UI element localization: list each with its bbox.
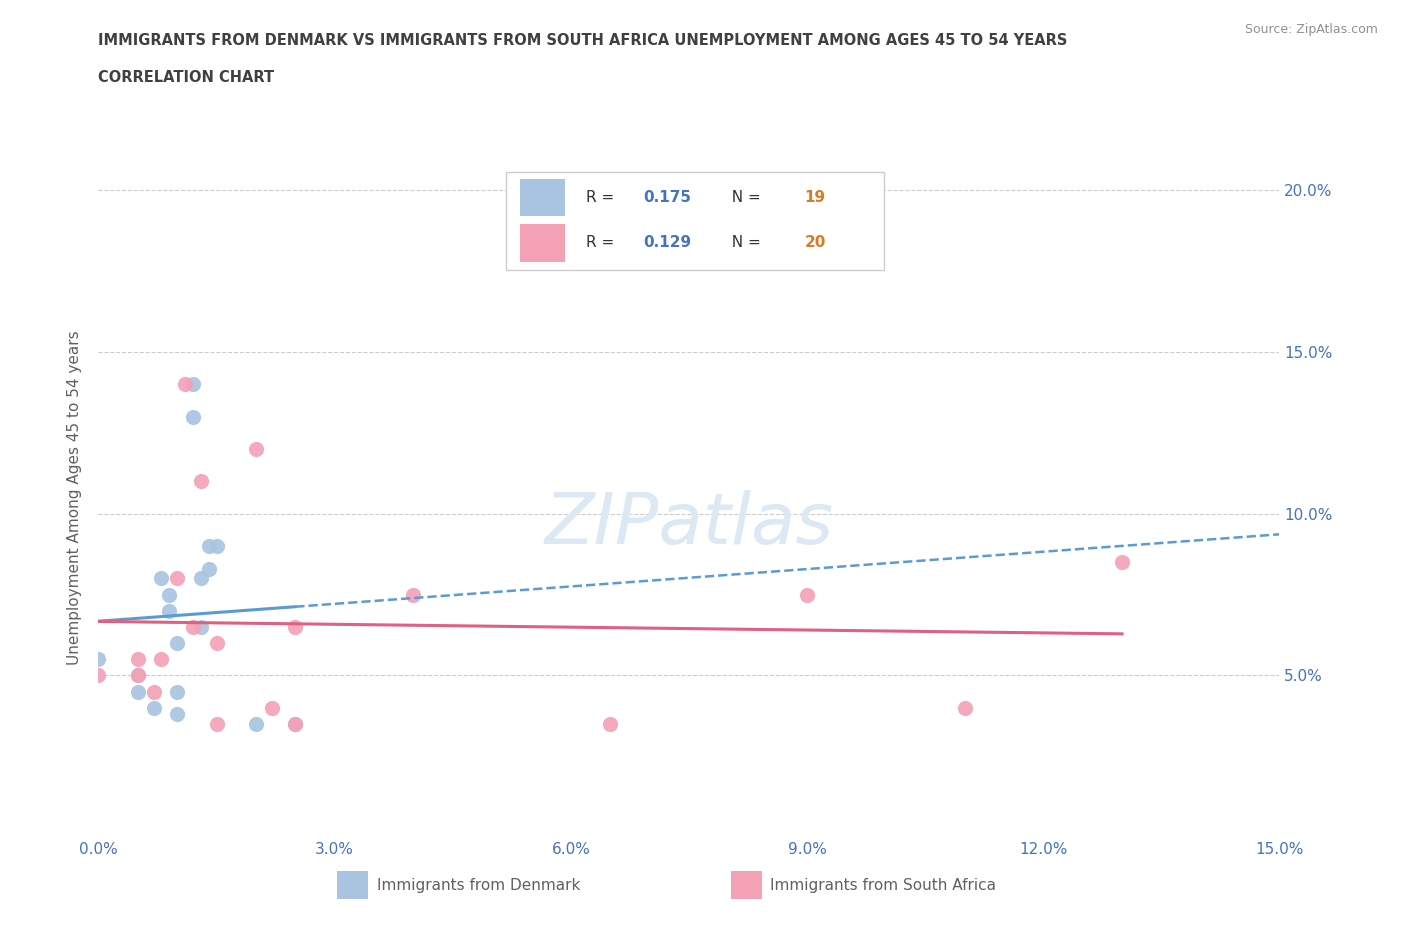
Point: [127, 652, 149, 667]
Text: N =: N =: [723, 235, 766, 250]
Point: [157, 604, 180, 618]
Text: IMMIGRANTS FROM DENMARK VS IMMIGRANTS FROM SOUTH AFRICA UNEMPLOYMENT AMONG AGES : IMMIGRANTS FROM DENMARK VS IMMIGRANTS FR…: [98, 33, 1067, 47]
Text: R =: R =: [586, 190, 619, 205]
Point: [284, 716, 307, 731]
Point: [127, 668, 149, 683]
Point: [599, 716, 621, 731]
Point: [205, 716, 228, 731]
Text: ZIPatlas: ZIPatlas: [544, 490, 834, 559]
Text: CORRELATION CHART: CORRELATION CHART: [98, 70, 274, 85]
Point: [157, 587, 180, 602]
Point: [197, 538, 219, 553]
Point: [402, 587, 425, 602]
Text: Immigrants from South Africa: Immigrants from South Africa: [770, 878, 997, 893]
Bar: [520, 179, 565, 216]
Point: [166, 635, 188, 650]
Point: [127, 668, 149, 683]
Point: [205, 635, 228, 650]
Y-axis label: Unemployment Among Ages 45 to 54 years: Unemployment Among Ages 45 to 54 years: [67, 330, 83, 665]
Point: [150, 652, 173, 667]
Point: [127, 684, 149, 699]
Text: N =: N =: [723, 190, 766, 205]
Point: [190, 474, 212, 489]
Point: [181, 619, 204, 634]
Text: Immigrants from Denmark: Immigrants from Denmark: [377, 878, 581, 893]
Point: [245, 442, 267, 457]
Point: [166, 684, 188, 699]
Point: [166, 571, 188, 586]
Text: 0.175: 0.175: [643, 190, 690, 205]
Point: [150, 571, 173, 586]
Point: [190, 619, 212, 634]
Point: [142, 700, 165, 715]
Point: [284, 716, 307, 731]
Point: [166, 707, 188, 722]
Point: [181, 409, 204, 424]
Point: [181, 377, 204, 392]
Point: [205, 538, 228, 553]
Text: 20: 20: [804, 235, 827, 250]
Point: [284, 619, 307, 634]
Bar: [337, 871, 368, 899]
Text: 0.129: 0.129: [643, 235, 690, 250]
Bar: [506, 172, 884, 270]
Point: [174, 377, 197, 392]
Point: [87, 652, 110, 667]
Point: [190, 571, 212, 586]
Point: [142, 684, 165, 699]
Point: [953, 700, 976, 715]
Point: [796, 587, 818, 602]
Point: [245, 716, 267, 731]
Bar: [520, 224, 565, 261]
Point: [260, 700, 283, 715]
Point: [1111, 555, 1133, 570]
Bar: [731, 871, 762, 899]
Text: Source: ZipAtlas.com: Source: ZipAtlas.com: [1244, 23, 1378, 36]
Text: R =: R =: [586, 235, 619, 250]
Point: [87, 668, 110, 683]
Text: 19: 19: [804, 190, 825, 205]
Point: [197, 561, 219, 576]
